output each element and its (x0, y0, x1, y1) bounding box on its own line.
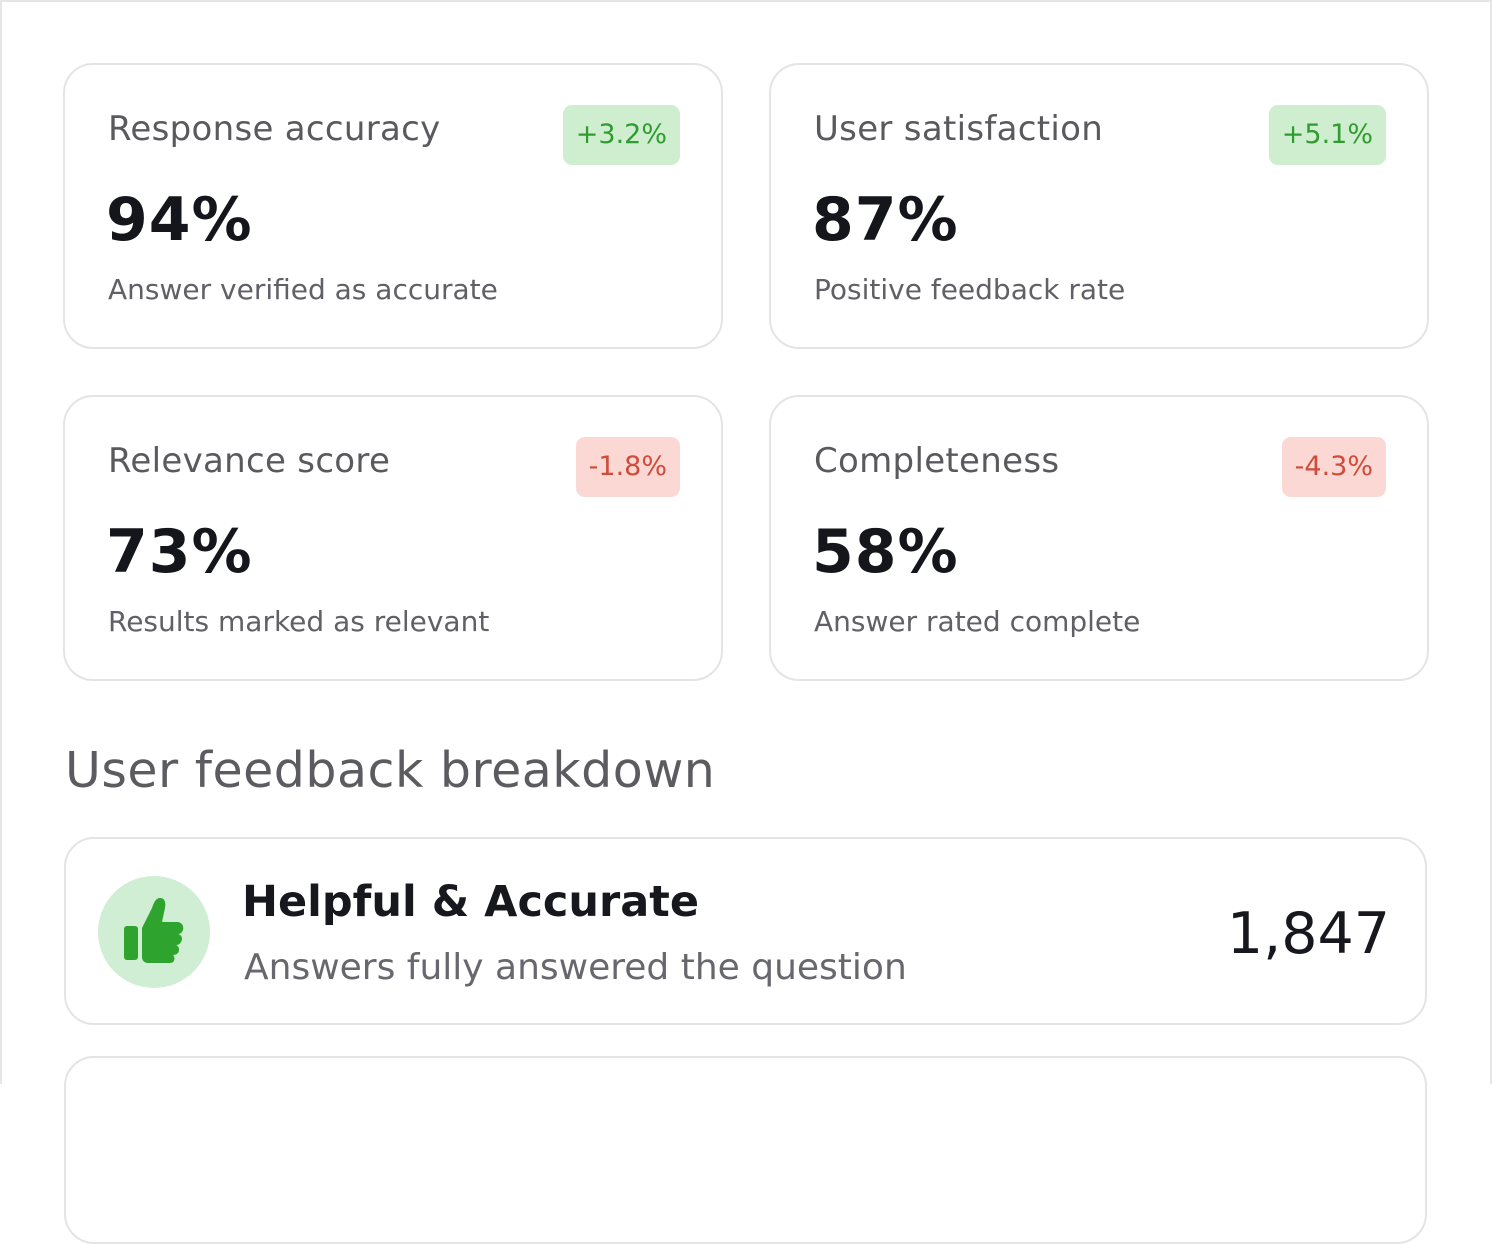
metric-title: Completeness (814, 441, 1060, 481)
metric-card-response-accuracy: Response accuracy +3.2% 94% Answer verif… (63, 63, 723, 349)
dashboard-frame (0, 0, 1492, 1084)
feedback-count: 1,847 (1226, 901, 1390, 967)
thumbs-up-icon-badge (98, 876, 210, 988)
metric-value: 58% (812, 517, 959, 587)
metric-title: Relevance score (108, 441, 391, 481)
trend-badge-positive: +3.2% (562, 105, 680, 165)
metric-description: Answer rated complete (814, 605, 1141, 638)
metric-title: Response accuracy (108, 109, 441, 149)
trend-badge-negative: -1.8% (575, 437, 680, 497)
metric-card-completeness: Completeness -4.3% 58% Answer rated comp… (769, 395, 1429, 681)
metric-value: 87% (812, 185, 959, 255)
thumbs-up-icon (124, 898, 184, 963)
section-heading: User feedback breakdown (65, 742, 716, 799)
trend-badge-positive: +5.1% (1268, 105, 1386, 165)
feedback-description: Answers fully answered the question (244, 947, 907, 988)
metric-card-relevance-score: Relevance score -1.8% 73% Results marked… (63, 395, 723, 681)
feedback-title: Helpful & Accurate (242, 877, 699, 927)
metric-description: Results marked as relevant (108, 605, 490, 638)
metric-title: User satisfaction (814, 109, 1104, 149)
feedback-row-helpful-accurate[interactable]: Helpful & Accurate Answers fully answere… (64, 837, 1427, 1025)
metric-description: Positive feedback rate (814, 273, 1126, 306)
metric-card-user-satisfaction: User satisfaction +5.1% 87% Positive fee… (769, 63, 1429, 349)
metric-value: 94% (106, 185, 253, 255)
metric-description: Answer verified as accurate (108, 273, 498, 306)
trend-badge-negative: -4.3% (1281, 437, 1386, 497)
feedback-row-next[interactable] (64, 1056, 1427, 1244)
metric-value: 73% (106, 517, 253, 587)
